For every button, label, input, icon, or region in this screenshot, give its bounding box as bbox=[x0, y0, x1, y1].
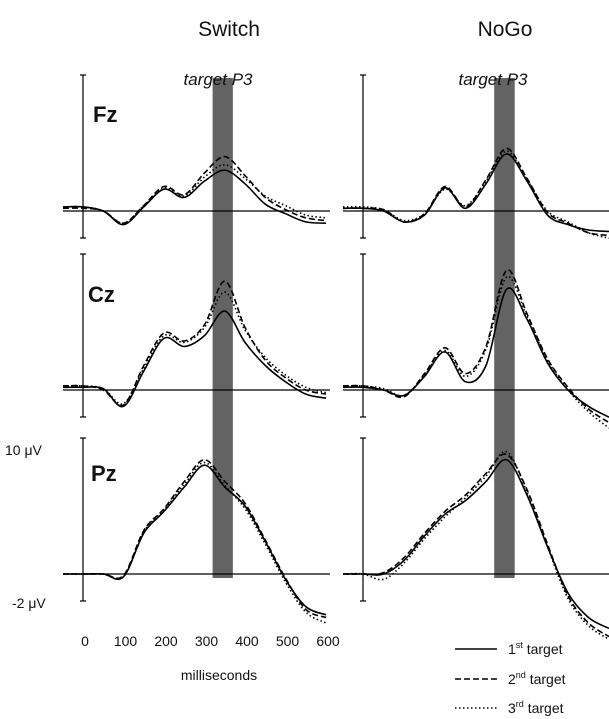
x-tick-label: 0 bbox=[81, 633, 89, 649]
legend-text-2nd: 2nd target bbox=[508, 670, 566, 687]
trace-switch-fz-2 bbox=[62, 155, 327, 225]
x-tick-label: 500 bbox=[276, 633, 300, 649]
legend-text-1st: 1st target bbox=[508, 640, 563, 657]
trace-switch-fz-1 bbox=[62, 169, 327, 226]
x-tick-label: 100 bbox=[114, 633, 138, 649]
trace-switch-pz-2 bbox=[63, 459, 327, 619]
y-bottom-label: -2 μV bbox=[12, 595, 46, 611]
trace-nogo-cz-3 bbox=[342, 275, 609, 429]
trace-nogo-fz-1 bbox=[342, 153, 609, 233]
x-tick-label: 400 bbox=[235, 633, 259, 649]
trace-nogo-pz-2 bbox=[342, 453, 609, 638]
trace-switch-cz-3 bbox=[62, 291, 327, 405]
column-title-nogo: NoGo bbox=[478, 18, 533, 41]
trace-nogo-cz-2 bbox=[342, 269, 609, 424]
trace-nogo-cz-1 bbox=[342, 287, 609, 418]
trace-switch-pz-1 bbox=[63, 464, 327, 616]
axes-layer bbox=[63, 74, 609, 602]
trace-nogo-pz-3 bbox=[342, 450, 609, 640]
y-top-label: 10 μV bbox=[5, 442, 43, 458]
electrode-label-fz: Fz bbox=[93, 102, 117, 127]
p3-window-band-switch bbox=[212, 78, 233, 578]
electrode-label-pz: Pz bbox=[91, 461, 117, 486]
x-tick-label: 300 bbox=[195, 633, 219, 649]
trace-nogo-fz-2 bbox=[342, 147, 609, 237]
trace-switch-pz-3 bbox=[63, 461, 327, 624]
x-axis-label: milliseconds bbox=[181, 667, 257, 683]
x-tick-label: 200 bbox=[154, 633, 178, 649]
legend-text-3rd: 3rd target bbox=[508, 699, 564, 716]
trace-switch-cz-2 bbox=[62, 280, 327, 407]
legend: 1st target 2nd target 3rd target bbox=[455, 640, 566, 716]
window-label-nogo: target P3 bbox=[459, 70, 529, 89]
trace-nogo-pz-1 bbox=[343, 458, 609, 630]
trace-switch-cz-1 bbox=[62, 310, 327, 408]
traces-layer bbox=[62, 147, 609, 640]
x-tick-labels: 0 100 200 300 400 500 600 bbox=[81, 633, 340, 649]
x-tick-label: 600 bbox=[316, 633, 340, 649]
window-label-switch: target P3 bbox=[184, 70, 254, 89]
column-title-switch: Switch bbox=[198, 18, 260, 41]
electrode-label-cz: Cz bbox=[88, 282, 115, 307]
